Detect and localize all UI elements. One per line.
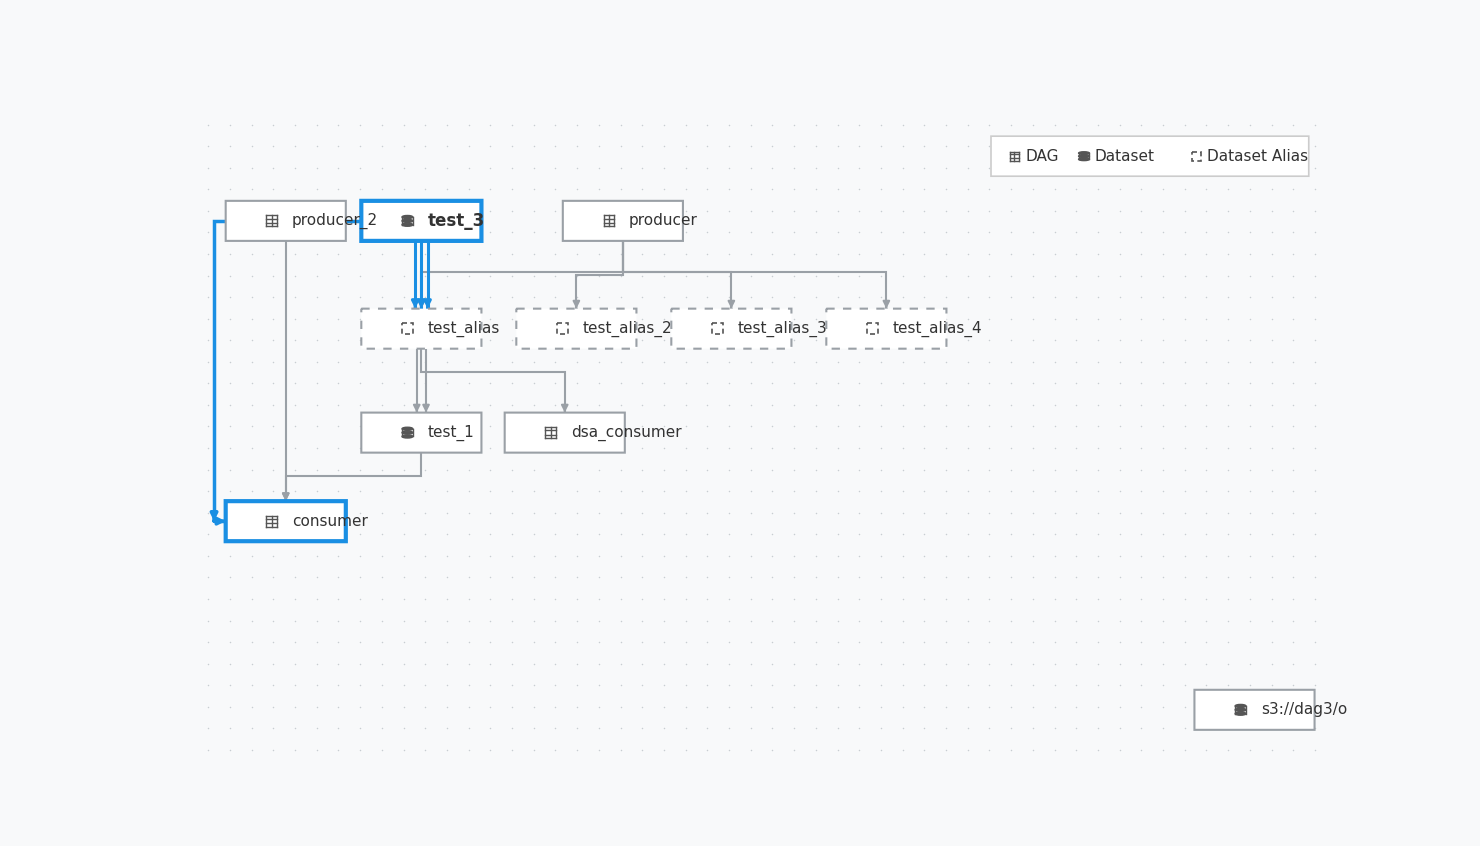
FancyBboxPatch shape xyxy=(225,501,346,541)
Ellipse shape xyxy=(403,216,413,218)
Ellipse shape xyxy=(1079,158,1089,161)
Ellipse shape xyxy=(403,431,413,434)
Text: producer: producer xyxy=(629,213,699,228)
Text: DAG: DAG xyxy=(1026,149,1058,163)
Bar xyxy=(712,323,722,334)
Ellipse shape xyxy=(1079,155,1089,157)
FancyBboxPatch shape xyxy=(361,413,481,453)
Text: Dataset Alias: Dataset Alias xyxy=(1208,149,1308,163)
Bar xyxy=(1191,151,1202,161)
FancyBboxPatch shape xyxy=(361,309,481,349)
FancyBboxPatch shape xyxy=(505,413,625,453)
Ellipse shape xyxy=(403,223,413,226)
Ellipse shape xyxy=(1236,712,1246,715)
Text: dsa_consumer: dsa_consumer xyxy=(571,425,682,441)
FancyBboxPatch shape xyxy=(361,201,481,241)
Ellipse shape xyxy=(1079,151,1089,155)
Text: test_alias_2: test_alias_2 xyxy=(583,321,672,337)
FancyBboxPatch shape xyxy=(225,201,346,241)
Bar xyxy=(867,323,878,334)
Text: test_1: test_1 xyxy=(428,425,474,441)
Text: consumer: consumer xyxy=(292,514,369,529)
Text: test_alias_4: test_alias_4 xyxy=(892,321,983,337)
Ellipse shape xyxy=(1236,705,1246,707)
Bar xyxy=(556,323,568,334)
Ellipse shape xyxy=(403,427,413,431)
Text: s3://dag3/o: s3://dag3/o xyxy=(1261,702,1347,717)
FancyBboxPatch shape xyxy=(517,309,636,349)
FancyBboxPatch shape xyxy=(992,136,1308,176)
FancyBboxPatch shape xyxy=(672,309,792,349)
Text: producer_2: producer_2 xyxy=(292,212,377,229)
FancyBboxPatch shape xyxy=(1194,689,1314,730)
Text: test_3: test_3 xyxy=(428,212,485,230)
Text: test_alias_3: test_alias_3 xyxy=(737,321,827,337)
Ellipse shape xyxy=(1236,708,1246,711)
Text: Dataset: Dataset xyxy=(1095,149,1154,163)
Ellipse shape xyxy=(403,219,413,222)
Ellipse shape xyxy=(403,435,413,438)
FancyBboxPatch shape xyxy=(562,201,682,241)
Text: test_alias: test_alias xyxy=(428,321,500,337)
Bar xyxy=(403,323,413,334)
FancyBboxPatch shape xyxy=(826,309,946,349)
